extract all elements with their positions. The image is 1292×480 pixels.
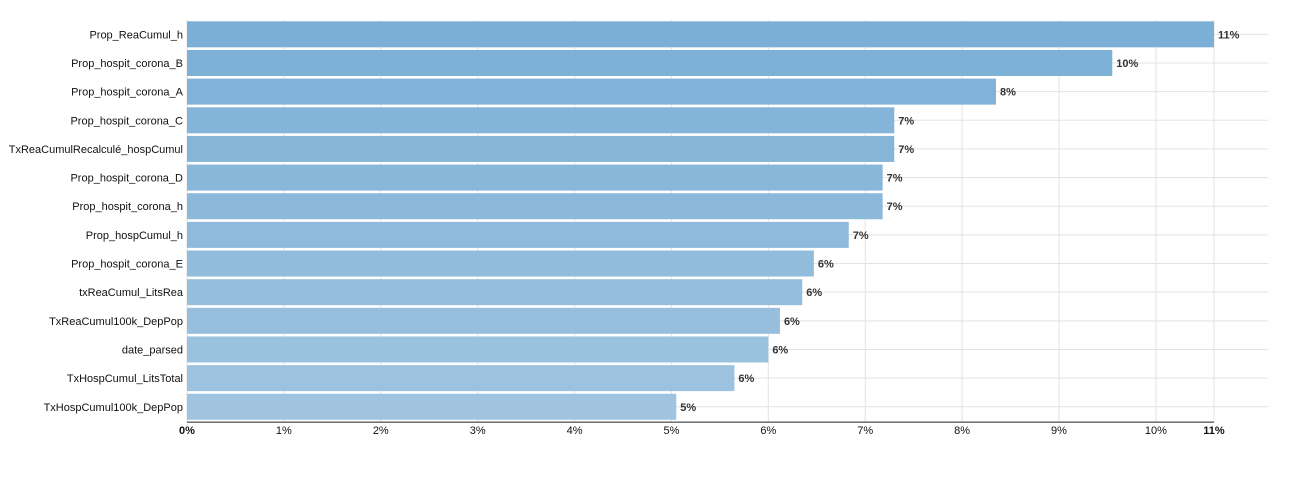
data-label: 7% [853,230,869,242]
bar [187,307,780,334]
x-tick-label: 1% [276,425,292,437]
bar [187,393,677,420]
bars [187,21,1214,420]
category-label: Prop_ReaCumul_h [89,29,183,41]
data-label: 6% [772,344,788,356]
bar [187,193,883,220]
bar [187,107,895,134]
data-label: 5% [680,402,696,414]
data-label: 10% [1116,58,1138,70]
category-label: TxReaCumul100k_DepPop [49,316,183,328]
x-tick-label: 10% [1145,425,1167,437]
bar [187,336,769,363]
data-label: 6% [818,259,834,271]
x-tick-label: 6% [760,425,776,437]
category-label: txReaCumul_LitsRea [79,287,184,299]
category-label: Prop_hospit_corona_C [70,115,183,127]
data-label: 6% [806,287,822,299]
bar [187,21,1214,48]
data-label: 7% [898,144,914,156]
data-label: 6% [738,373,754,385]
bar [187,250,814,277]
x-tick-label: 11% [1203,425,1225,437]
category-label: TxHospCumul100k_DepPop [44,402,183,414]
x-tick-label: 3% [470,425,486,437]
x-tick-label: 4% [567,425,583,437]
category-label: Prop_hospit_corona_E [71,259,183,271]
x-tick-label: 5% [663,425,679,437]
data-label: 7% [887,173,903,185]
x-tick-label: 7% [857,425,873,437]
bar [187,135,895,162]
bar [187,164,883,191]
category-label: Prop_hospit_corona_h [72,201,183,213]
data-label: 6% [784,316,800,328]
data-labels: 11% 10% 8% 7% 7% 7% 7% 7% 6% 6% 6% 6% 6% 5% [680,29,1239,413]
category-label: date_parsed [122,344,183,356]
bar [187,78,997,105]
bar [187,279,803,306]
x-tick-label: 0% [179,425,195,437]
bar [187,221,849,248]
category-label: Prop_hospit_corona_A [71,87,184,99]
category-label: Prop_hospit_corona_D [70,173,183,185]
x-tick-label: 2% [373,425,389,437]
data-label: 8% [1000,87,1016,99]
category-label: TxHospCumul_LitsTotal [67,373,183,385]
x-tick-label: 9% [1051,425,1067,437]
x-axis: 0% 1% 2% 3% 4% 5% 6% 7% 8% 9% 10% 11% [179,421,1225,437]
category-label: Prop_hospCumul_h [86,230,183,242]
category-label: TxReaCumulRecalculé_hospCumul [9,144,183,156]
bar [187,365,735,392]
category-label: Prop_hospit_corona_B [71,58,183,70]
bar [187,49,1113,76]
data-label: 7% [898,115,914,127]
category-labels: Prop_ReaCumul_h Prop_hospit_corona_B Prop_… [9,29,184,413]
x-tick-label: 8% [954,425,970,437]
data-label: 7% [887,201,903,213]
data-label: 11% [1218,29,1240,41]
